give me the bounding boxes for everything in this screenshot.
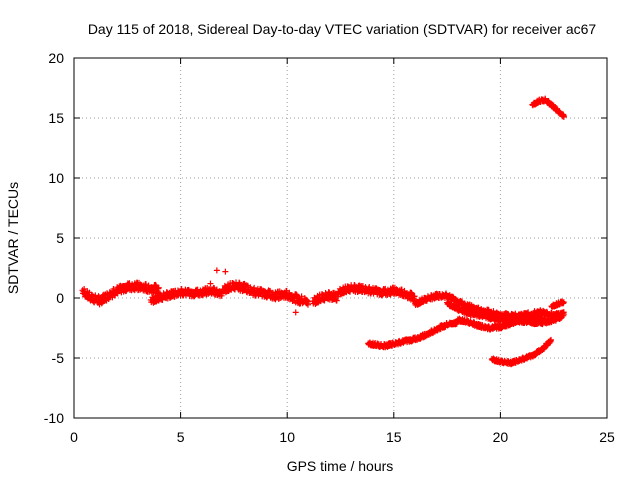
series-outliers bbox=[207, 267, 299, 316]
x-tick-label: 20 bbox=[493, 429, 509, 445]
y-tick-label: -5 bbox=[52, 350, 65, 366]
series-arc-lower-2 bbox=[454, 313, 546, 333]
data-point bbox=[222, 268, 229, 275]
data-point bbox=[213, 267, 220, 274]
x-tick-label: 5 bbox=[177, 429, 185, 445]
x-tick-label: 10 bbox=[279, 429, 295, 445]
series-arc-low-3 bbox=[488, 336, 555, 368]
data-point bbox=[560, 299, 567, 306]
x-tick-label: 0 bbox=[70, 429, 78, 445]
data-point bbox=[292, 309, 299, 316]
series-short-tail bbox=[548, 298, 567, 310]
data-point bbox=[229, 280, 236, 287]
grid-lines bbox=[74, 58, 607, 418]
series-arc-main-4 bbox=[309, 288, 341, 308]
data-point bbox=[155, 284, 162, 291]
data-point bbox=[560, 309, 567, 316]
plot-frame bbox=[73, 57, 608, 419]
y-axis-label: SDTVAR / TECUs bbox=[5, 182, 21, 294]
x-tick-label: 15 bbox=[386, 429, 402, 445]
data-point bbox=[298, 293, 305, 300]
y-tick-label: 20 bbox=[48, 50, 64, 66]
y-tick-label: 0 bbox=[56, 290, 64, 306]
chart-title: Day 115 of 2018, Sidereal Day-to-day VTE… bbox=[88, 21, 597, 37]
x-axis-label: GPS time / hours bbox=[287, 458, 394, 474]
series-arc-main-1 bbox=[79, 279, 162, 308]
series-arc-main-5 bbox=[335, 282, 418, 305]
data-series bbox=[79, 95, 567, 368]
data-point bbox=[211, 286, 218, 293]
y-tick-label: 10 bbox=[48, 170, 64, 186]
series-arc-main-2 bbox=[147, 284, 226, 306]
series-arc-lower-1 bbox=[365, 318, 461, 351]
data-point bbox=[558, 314, 565, 321]
data-point bbox=[560, 113, 567, 120]
data-point bbox=[126, 280, 133, 287]
series-arc-main-3 bbox=[220, 279, 311, 308]
data-point bbox=[319, 291, 326, 298]
data-point bbox=[207, 280, 214, 287]
data-point bbox=[539, 315, 546, 322]
y-tick-label: 15 bbox=[48, 110, 64, 126]
data-point bbox=[333, 297, 340, 304]
x-tick-label: 25 bbox=[599, 429, 615, 445]
y-tick-label: -10 bbox=[44, 410, 64, 426]
data-point bbox=[548, 336, 555, 343]
data-point bbox=[334, 293, 341, 300]
y-tick-label: 5 bbox=[56, 230, 64, 246]
axis-ticks: 0 5 10 15 20 25 -10 -5 0 5 10 15 20 bbox=[44, 50, 615, 445]
series-arc-high bbox=[529, 95, 567, 120]
